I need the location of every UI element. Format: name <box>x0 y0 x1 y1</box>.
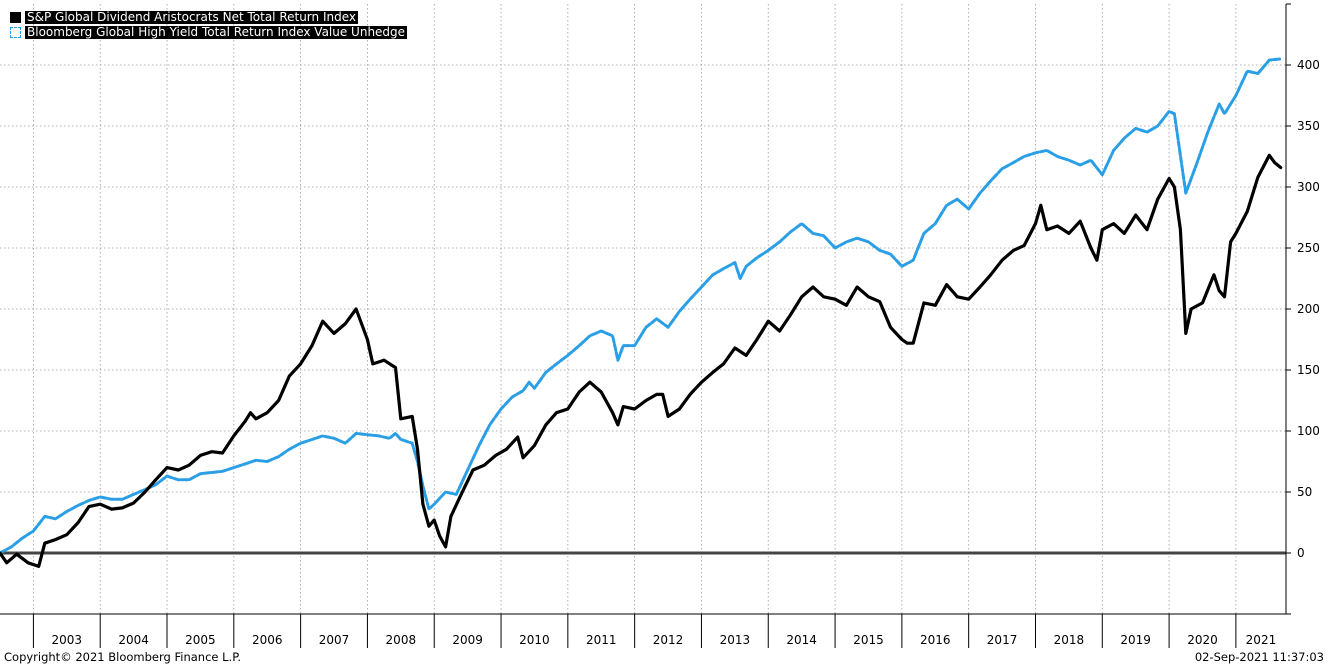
grid-lines <box>0 4 1286 614</box>
x-tick-label: 2009 <box>452 633 483 647</box>
y-axis: 0 50 100 150 200 250 300 350 400 <box>1285 3 1320 615</box>
y-tick-label: 400 <box>1297 58 1320 72</box>
y-tick-label: 300 <box>1297 180 1320 194</box>
x-tick-label: 2019 <box>1120 633 1151 647</box>
legend: S&P Global Dividend Aristocrats Net Tota… <box>10 10 408 40</box>
legend-item-bloomberg-high-yield[interactable]: Bloomberg Global High Yield Total Return… <box>10 25 408 40</box>
x-tick-label: 2013 <box>720 633 751 647</box>
x-tick-label: 2008 <box>386 633 417 647</box>
legend-label: Bloomberg Global High Yield Total Return… <box>25 25 408 39</box>
timestamp-text: 02-Sep-2021 11:37:03 <box>1194 650 1324 664</box>
legend-swatch-black <box>10 12 21 23</box>
x-tick-label: 2003 <box>52 633 83 647</box>
y-tick-label: 200 <box>1297 302 1320 316</box>
legend-item-sp-dividend-aristocrats[interactable]: S&P Global Dividend Aristocrats Net Tota… <box>10 10 407 25</box>
y-tick-label: 350 <box>1297 119 1320 133</box>
x-tick-label: 2006 <box>252 633 283 647</box>
copyright-text: Copyright© 2021 Bloomberg Finance L.P. <box>4 650 241 664</box>
x-tick-label: 2018 <box>1054 633 1085 647</box>
legend-swatch-blue <box>10 27 21 38</box>
x-tick-label: 2015 <box>853 633 884 647</box>
x-tick-label: 2007 <box>319 633 350 647</box>
series-line-sp-dividend-aristocrats <box>0 153 1283 568</box>
x-tick-label: 2020 <box>1187 633 1218 647</box>
legend-label: S&P Global Dividend Aristocrats Net Tota… <box>25 10 358 24</box>
x-tick-label: 2014 <box>786 633 817 647</box>
y-tick-label: 0 <box>1297 546 1305 560</box>
x-tick-label: 2016 <box>920 633 951 647</box>
y-tick-label: 100 <box>1297 424 1320 438</box>
x-tick-label: 2010 <box>519 633 550 647</box>
x-tick-label: 2017 <box>987 633 1018 647</box>
x-tick-label: 2021 <box>1246 633 1277 647</box>
x-tick-label: 2012 <box>653 633 684 647</box>
y-tick-label: 250 <box>1297 241 1320 255</box>
series-line-bloomberg-high-yield <box>0 57 1283 555</box>
x-axis: 2003 2004 2005 2006 2007 2008 2009 2010 2011 2012… <box>0 613 1286 648</box>
series-lines <box>0 57 1283 568</box>
y-tick-label: 50 <box>1297 485 1312 499</box>
x-tick-label: 2004 <box>118 633 149 647</box>
x-tick-label: 2005 <box>185 633 216 647</box>
y-tick-label: 150 <box>1297 363 1320 377</box>
x-tick-label: 2011 <box>586 633 617 647</box>
